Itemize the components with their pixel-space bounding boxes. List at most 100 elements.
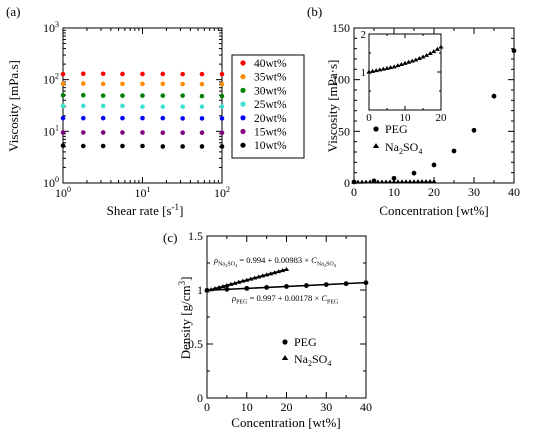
panel-a-point-10wt% [219,144,225,149]
panel-c-na2so4-point [283,267,290,272]
panel-b-na2so4-point [399,179,405,184]
panel-c-na2so4-point [236,279,242,284]
panel-c-na2so4-point [271,270,278,275]
panel-b-na2so4-point [403,179,409,184]
panel-b-x-tick-label: 30 [468,185,480,199]
panel-b-inset-na2so4-point [391,64,397,69]
panel-c-peg-point [363,280,369,286]
panel-b-legend-peg-label: PEG [385,122,408,136]
panel-a-point-30wt% [199,93,205,99]
panel-c-na2so4-point [244,277,250,282]
panel-a-legend-label: 25wt% [254,99,287,111]
panel-c-x-axis-label: Concentration [wt%] [231,415,340,430]
panel-c-peg-point [343,281,349,287]
panel-a-legend-marker-30wt% [240,87,246,93]
panel-c-na2so4-point [268,271,274,276]
panel-c-na2so4-point [216,285,222,290]
panel-c-legend: PEG Na2SO4 [281,335,331,368]
panel-b-inset-frame [368,33,442,111]
panel-c-peg-point [244,285,250,291]
panel-c-y-tick-label: 0.5 [188,337,203,351]
panel-a-legend-marker-40wt% [240,60,246,66]
panel-a-point-35wt% [60,81,66,86]
panel-a-y-tick-label: 102 [43,72,59,87]
panel-b-y-tick-label: 150 [332,21,350,35]
panel-b-na2so4-point [423,179,429,184]
panel-a-legend-marker-10wt% [240,142,246,148]
panel-a-y-tick-label: 100 [43,175,59,190]
panel-a-legend-marker-25wt% [240,101,246,107]
panel-a-point-30wt% [80,92,86,98]
panel-b-inset-y-tick-label: 2 [361,29,367,41]
panel-b-y-axis-label: Viscosity [mPa·s] [325,60,340,153]
panel-b-na2so4-point [371,179,377,184]
panel-a-point-20wt% [180,116,185,121]
panel-a-point-40wt% [180,71,185,77]
panel-a-point-20wt% [140,115,145,121]
panel-b-peg-point [391,175,397,181]
panel-c-peg-point [303,283,309,288]
panel-c-na2so4-point [228,281,234,286]
panel-b-legend-na2so4-label: Na2SO4 [385,140,422,156]
panel-a-point-15wt% [80,130,86,135]
panel-a-legend-label: 15wt% [254,127,287,139]
panel-b-legend-peg-marker [373,126,379,132]
panel-c-na2so4-point [212,286,218,291]
panel-b-na2so4-point [407,179,413,184]
panel-a-point-30wt% [120,93,125,98]
panel-c-legend-na2so4-marker [281,355,289,361]
panel-a-point-35wt% [120,81,125,87]
panel-b-na2so4-point [351,179,357,184]
panel-b-inset-na2so4-point [420,54,426,59]
panel-b-na2so4-point [387,179,393,184]
panel-b-viscosity-vs-concentration: (b) 0 10 20 30 40 0 50 100 150 0 10 20 1 2 PEG Na2SO4… [307,4,520,218]
panel-c-na2so4-point [260,273,266,278]
panel-b-na2so4-point [375,179,381,184]
panel-a-point-10wt% [60,143,66,148]
panel-c-peg-point [284,284,289,289]
panel-c-na2so4-point [252,275,258,280]
panel-b-x-tick-label: 0 [351,185,357,199]
panel-b-inset-na2so4-point [398,62,404,67]
panel-b-inset-na2so4-point [431,49,437,54]
panel-a-point-15wt% [180,130,185,136]
panel-b-inset-x-tick-label: 10 [400,112,412,124]
panel-a-y-tick-label: 101 [43,123,59,138]
panel-a-point-15wt% [120,130,125,135]
panel-a-point-25wt% [199,104,205,109]
panel-b-na2so4-point [427,179,433,183]
panel-b-peg-point [431,162,437,168]
panel-a-y-tick-label: 103 [43,20,59,35]
panel-a-point-35wt% [160,81,166,87]
panel-b-inset-na2so4-point [427,51,433,56]
panel-a-point-35wt% [180,81,185,87]
panel-a-label: (a) [6,4,20,19]
panel-a-point-10wt% [140,143,145,149]
panel-a-point-30wt% [100,93,106,98]
panel-a-point-10wt% [120,143,125,149]
panel-a-point-20wt% [199,116,205,121]
panel-b-peg-point [511,48,517,54]
panel-b-y-tick-label: 0 [344,176,350,190]
panel-a-point-15wt% [219,130,225,136]
panel-a-legend-marker-20wt% [240,115,246,121]
panel-b-na2so4-point [367,179,373,184]
panel-a-point-30wt% [140,93,145,98]
panel-b-y-tick-label: 50 [338,124,350,138]
panel-a-point-15wt% [140,130,145,135]
panel-b-peg-point [491,93,497,99]
panel-c-na2so4-point [248,276,254,281]
panel-b-x-tick-label: 40 [508,185,520,199]
panel-b-inset-na2so4-point [434,46,440,51]
panel-b-na2so4-point [363,179,369,184]
panel-b-na2so4-point [359,179,365,184]
panel-b-peg-point [411,170,417,176]
panel-c-na2so4-point [204,288,210,293]
panel-c-na2so4-point [279,268,286,273]
panel-c-na2so4-point [240,278,246,283]
panel-a-point-20wt% [219,116,225,121]
panel-a-y-axis-label: Viscosity [mPa.s] [6,60,21,152]
panel-b-inset-na2so4-point [406,59,412,64]
